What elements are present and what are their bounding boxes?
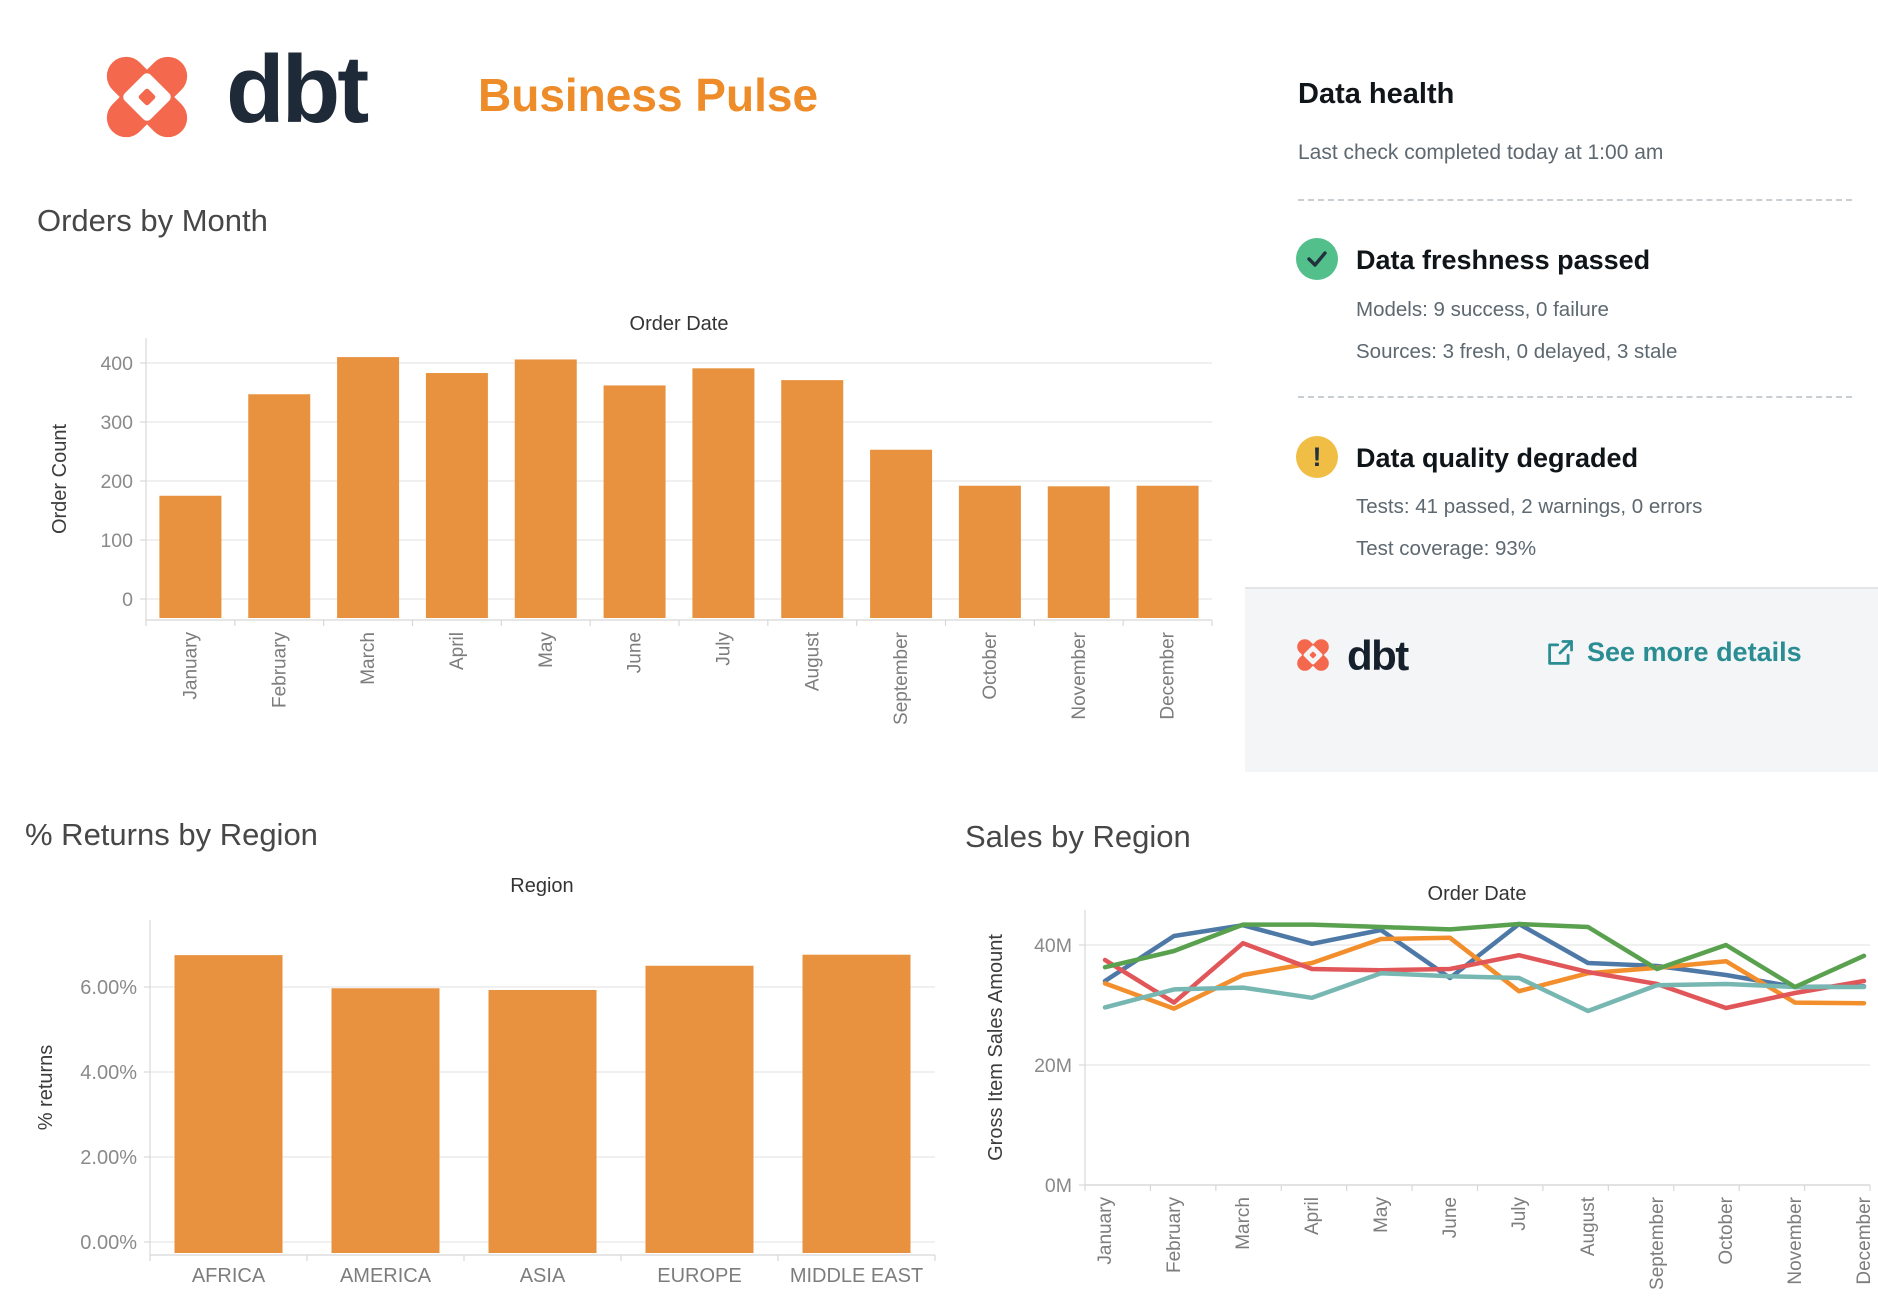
svg-text:June: June: [1440, 1197, 1461, 1238]
svg-text:Order Date: Order Date: [1428, 883, 1527, 905]
svg-text:August: August: [802, 631, 823, 691]
svg-text:March: March: [358, 632, 379, 685]
see-more-details-label: See more details: [1587, 637, 1802, 667]
freshness-title: Data freshness passed: [1356, 245, 1651, 275]
bar-January: [159, 495, 222, 618]
bar-MIDDLE EAST: [802, 954, 911, 1253]
returns-section-title: % Returns by Region: [25, 817, 318, 852]
svg-text:November: November: [1785, 1196, 1806, 1284]
dbt-footer-icon: [1289, 631, 1337, 679]
sales-by-region-chart: 0M 20M 40M Order Date Gross Item Sales Amoun…: [985, 883, 1875, 1290]
returns-by-region-chart: 0.00% 2.00% 4.00% 6.00% Region % returns AFRIC…: [35, 875, 936, 1287]
svg-text:January: January: [180, 632, 201, 700]
line-series-green: [1102, 921, 1867, 990]
freshness-passed-icon: [1296, 238, 1338, 280]
svg-text:6.00%: 6.00%: [80, 977, 137, 999]
quality-title: Data quality degraded: [1356, 443, 1639, 473]
svg-text:September: September: [891, 631, 912, 725]
bar-July: [692, 368, 755, 618]
divider: [1298, 396, 1852, 398]
svg-text:February: February: [1164, 1197, 1185, 1274]
panel-subtitle: Last check completed today at 1:00 am: [1298, 141, 1664, 164]
orders-section-title: Orders by Month: [37, 203, 268, 238]
line-series-teal: [1102, 970, 1867, 1014]
svg-text:AMERICA: AMERICA: [340, 1265, 432, 1287]
svg-text:40M: 40M: [1034, 935, 1072, 957]
svg-text:February: February: [269, 632, 290, 709]
svg-text:0.00%: 0.00%: [80, 1232, 137, 1254]
svg-text:400: 400: [100, 353, 133, 375]
dbt-logo-icon: [86, 36, 208, 158]
svg-text:March: March: [1233, 1197, 1254, 1250]
bar-February: [248, 394, 311, 618]
panel-footer: dbt See more details: [1245, 587, 1878, 772]
svg-text:October: October: [980, 631, 1001, 699]
bar-September: [870, 449, 933, 618]
svg-text:ASIA: ASIA: [520, 1265, 566, 1287]
svg-text:Order Count: Order Count: [49, 424, 71, 534]
svg-text:20M: 20M: [1034, 1055, 1072, 1077]
bar-June: [603, 385, 666, 618]
bar-ASIA: [488, 989, 597, 1253]
svg-text:200: 200: [100, 471, 133, 493]
orders-by-month-chart: 0 100 200 300 400 Order Date Order Count Januar…: [49, 313, 1213, 725]
svg-text:4.00%: 4.00%: [80, 1062, 137, 1084]
svg-text:MIDDLE EAST: MIDDLE EAST: [790, 1265, 923, 1287]
svg-text:January: January: [1095, 1197, 1116, 1265]
svg-text:April: April: [447, 632, 468, 670]
svg-text:July: July: [713, 632, 734, 666]
bar-August: [781, 380, 844, 618]
svg-text:100: 100: [100, 530, 133, 552]
line-series-red: [1102, 940, 1867, 1011]
dbt-footer-wordmark: dbt: [1347, 632, 1409, 679]
divider: [1298, 199, 1852, 201]
bar-April: [425, 373, 488, 618]
bar-EUROPE: [645, 965, 754, 1253]
bar-May: [514, 359, 577, 618]
svg-text:December: December: [1854, 1196, 1875, 1284]
svg-text:EUROPE: EUROPE: [657, 1265, 741, 1287]
svg-text:Gross Item Sales Amount: Gross Item Sales Amount: [985, 934, 1007, 1161]
sales-section-title: Sales by Region: [965, 819, 1191, 854]
quality-tests: Tests: 41 passed, 2 warnings, 0 errors: [1356, 495, 1703, 518]
svg-text:300: 300: [100, 412, 133, 434]
bar-October: [958, 485, 1021, 618]
svg-text:May: May: [1371, 1197, 1392, 1233]
dbt-wordmark: dbt: [226, 36, 369, 143]
freshness-models: Models: 9 success, 0 failure: [1356, 298, 1609, 321]
svg-text:October: October: [1716, 1196, 1737, 1264]
svg-text:0: 0: [122, 589, 133, 611]
svg-text:2.00%: 2.00%: [80, 1147, 137, 1169]
svg-text:November: November: [1069, 631, 1090, 719]
svg-text:April: April: [1302, 1197, 1323, 1235]
bar-November: [1047, 486, 1110, 618]
svg-text:July: July: [1509, 1197, 1530, 1231]
svg-text:Order Date: Order Date: [630, 313, 729, 335]
svg-text:December: December: [1158, 631, 1179, 719]
freshness-sources: Sources: 3 fresh, 0 delayed, 3 stale: [1356, 340, 1678, 363]
data-health-panel: Data health Last check completed today a…: [1236, 0, 1878, 772]
bar-March: [337, 357, 400, 618]
see-more-details-link[interactable]: See more details: [1545, 637, 1802, 668]
bar-AMERICA: [331, 988, 440, 1253]
bar-AFRICA: [174, 955, 283, 1253]
svg-text:August: August: [1578, 1196, 1599, 1256]
svg-text:June: June: [625, 632, 646, 673]
svg-text:AFRICA: AFRICA: [192, 1265, 266, 1287]
svg-text:September: September: [1647, 1196, 1668, 1290]
line-series-orange: [1102, 935, 1867, 1011]
svg-text:Region: Region: [510, 875, 573, 897]
svg-text:% returns: % returns: [35, 1045, 57, 1131]
svg-text:0M: 0M: [1045, 1175, 1072, 1197]
panel-title: Data health: [1298, 78, 1455, 110]
quality-warning-icon: !: [1296, 436, 1338, 478]
quality-coverage: Test coverage: 93%: [1356, 537, 1537, 560]
svg-text:May: May: [536, 632, 557, 668]
page-title: Business Pulse: [478, 69, 819, 121]
bar-December: [1136, 485, 1199, 618]
external-link-icon: [1545, 638, 1575, 668]
